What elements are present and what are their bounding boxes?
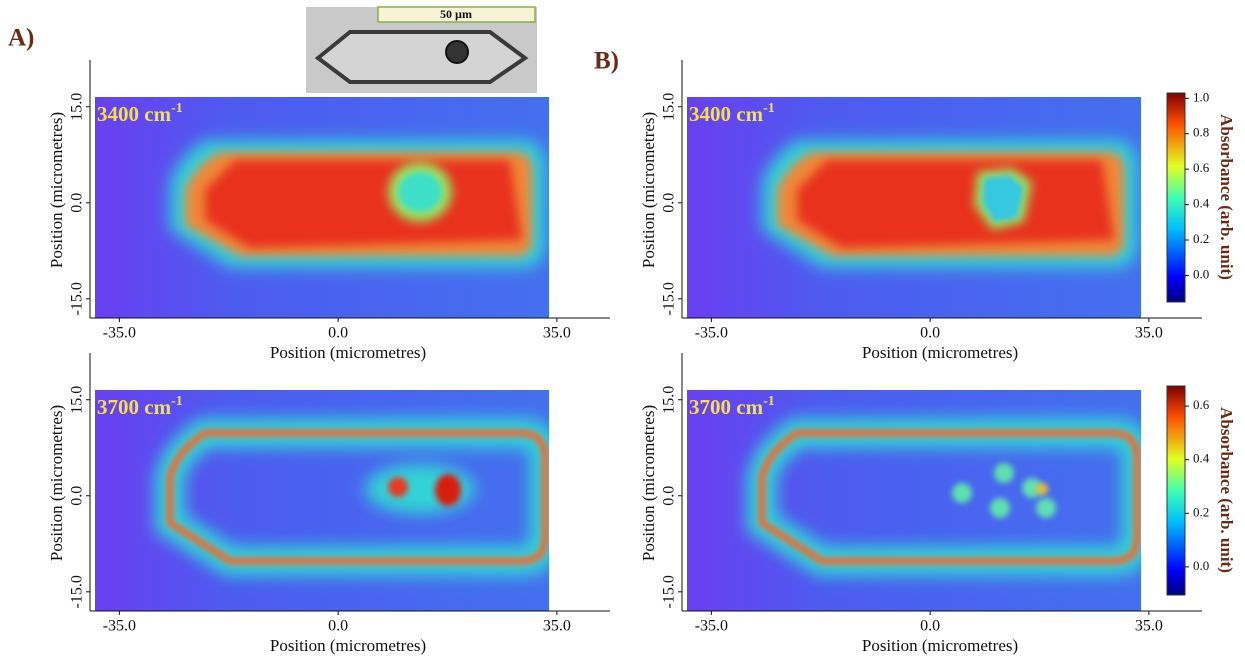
scale-bar-label: 50 µm xyxy=(440,7,472,21)
colorbar-tick-label: 0.2 xyxy=(1193,231,1209,246)
y-tick-label: 0.0 xyxy=(661,193,678,213)
x-axis-label: Position (micrometres) xyxy=(862,636,1018,655)
x-tick-label: 0.0 xyxy=(328,618,348,635)
y-tick-label: 15.0 xyxy=(69,386,86,414)
x-tick-label: 0.0 xyxy=(920,618,940,635)
y-axis-label: Position (micrometres) xyxy=(639,405,658,561)
y-tick-label: 15.0 xyxy=(69,93,86,121)
colorbar-tick-label: 0.4 xyxy=(1193,451,1210,466)
y-tick-label: 15.0 xyxy=(661,386,678,414)
colorbar xyxy=(1166,92,1186,303)
heatmap xyxy=(95,97,549,318)
colorbar xyxy=(1166,385,1186,596)
y-tick-label: 0.0 xyxy=(69,193,86,213)
y-tick-label: 15.0 xyxy=(661,93,678,121)
x-tick-label: -35.0 xyxy=(103,325,136,342)
x-tick-label: -35.0 xyxy=(695,325,728,342)
heatmap xyxy=(687,97,1141,318)
x-tick-label: 35.0 xyxy=(543,618,571,635)
colorbar-tick-label: 0.4 xyxy=(1193,196,1210,211)
y-axis-label: Position (micrometres) xyxy=(47,112,66,268)
x-tick-label: -35.0 xyxy=(103,618,136,635)
colorbar-tick-label: 0.6 xyxy=(1193,160,1210,175)
x-tick-label: 35.0 xyxy=(1135,618,1163,635)
y-axis-label: Position (micrometres) xyxy=(47,405,66,561)
y-tick-label: -15.0 xyxy=(661,575,678,608)
y-tick-label: -15.0 xyxy=(69,282,86,315)
colorbar-tick-label: 0.0 xyxy=(1193,266,1209,281)
x-axis-label: Position (micrometres) xyxy=(862,343,1018,362)
colorbar-tick-label: 0.6 xyxy=(1193,397,1210,412)
x-axis-label: Position (micrometres) xyxy=(270,636,426,655)
colorbar-label: Absorbance (arb. unit) xyxy=(1217,114,1236,280)
x-axis-label: Position (micrometres) xyxy=(270,343,426,362)
x-tick-label: 0.0 xyxy=(920,325,940,342)
panel-label: A) xyxy=(8,25,34,52)
colorbar-tick-label: 0.0 xyxy=(1193,558,1209,573)
heatmap xyxy=(95,390,549,611)
y-axis-label: Position (micrometres) xyxy=(639,112,658,268)
wavenumber-label: 3700 cm-1 xyxy=(689,394,775,419)
y-tick-label: 0.0 xyxy=(661,486,678,506)
x-tick-label: 35.0 xyxy=(1135,325,1163,342)
colorbar-tick-label: 0.2 xyxy=(1193,504,1209,519)
wavenumber-label: 3400 cm-1 xyxy=(97,101,183,126)
colorbar-tick-label: 0.8 xyxy=(1193,125,1209,140)
x-tick-label: 35.0 xyxy=(543,325,571,342)
y-tick-label: 0.0 xyxy=(69,486,86,506)
wavenumber-label: 3400 cm-1 xyxy=(689,101,775,126)
y-tick-label: -15.0 xyxy=(69,575,86,608)
heatmap xyxy=(687,390,1141,611)
wavenumber-label: 3700 cm-1 xyxy=(97,394,183,419)
colorbar-tick-label: 1.0 xyxy=(1193,89,1209,104)
x-tick-label: -35.0 xyxy=(695,618,728,635)
colorbar-label: Absorbance (arb. unit) xyxy=(1217,407,1236,573)
panel-label: B) xyxy=(594,48,619,75)
x-tick-label: 0.0 xyxy=(328,325,348,342)
micrograph: 50 µm xyxy=(306,6,537,93)
y-tick-label: -15.0 xyxy=(661,282,678,315)
